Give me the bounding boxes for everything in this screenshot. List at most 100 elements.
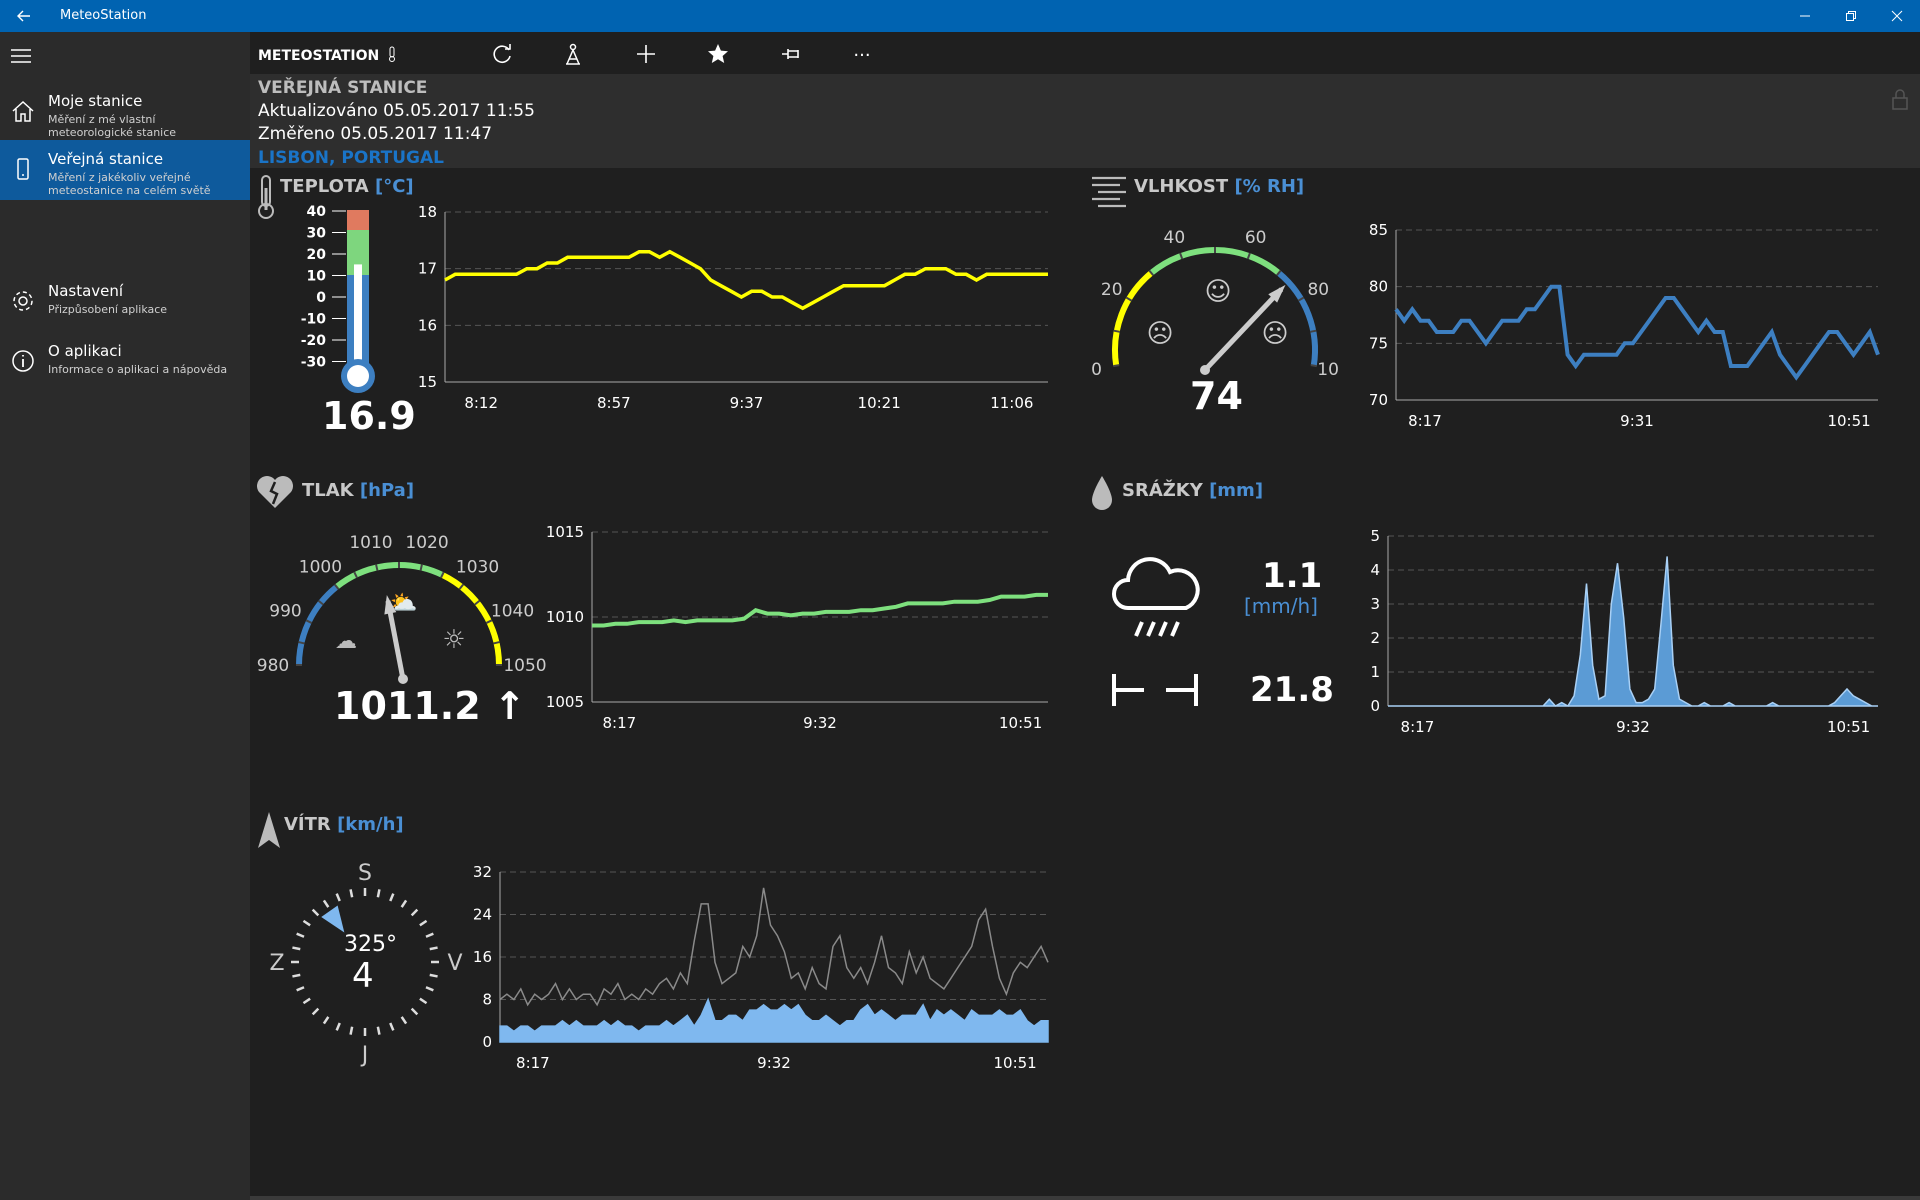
y-tick-label: 15 — [418, 373, 437, 391]
temperature-value: 16.9 — [322, 394, 416, 438]
gauge-label: 990 — [269, 601, 301, 621]
rain-rate-value: 1.1 — [1262, 556, 1323, 596]
x-tick-label: 10:51 — [999, 714, 1042, 732]
gauge-label: 1020 — [405, 533, 448, 553]
compass-tick — [311, 1007, 320, 1016]
y-tick-label: 1005 — [546, 693, 584, 711]
y-tick-label: 0 — [482, 1033, 492, 1051]
restore-button[interactable] — [1828, 0, 1874, 32]
station-button[interactable] — [557, 40, 589, 68]
x-tick-label: 9:32 — [757, 1054, 791, 1072]
gauge-needle — [1203, 287, 1284, 372]
series-line — [1394, 284, 1880, 381]
compass-tick — [410, 1007, 419, 1016]
gauge-label: 1030 — [456, 557, 499, 577]
gauge-tick — [1310, 364, 1317, 368]
compass-tick — [311, 908, 320, 917]
x-tick-label: 9:32 — [1616, 718, 1650, 736]
compass-tick — [429, 946, 438, 951]
gauge-tick — [1113, 329, 1120, 333]
back-arrow-icon[interactable] — [0, 0, 48, 32]
x-tick-label: 8:17 — [603, 714, 637, 732]
station-header: VEŘEJNÁ STANICE Aktualizováno 05.05.2017… — [250, 74, 1920, 168]
star-icon — [708, 44, 728, 63]
series-area — [1388, 556, 1878, 708]
x-tick-label: 10:51 — [1827, 412, 1870, 430]
gauge-tick — [1276, 269, 1282, 276]
gauge-tick — [493, 641, 500, 645]
temperature-unit: [°C] — [375, 176, 414, 197]
compass-tick — [400, 1016, 408, 1025]
rain-total-value: 21.8 — [1250, 670, 1334, 710]
pin-button[interactable] — [775, 40, 807, 68]
x-tick-label: 8:17 — [1401, 718, 1435, 736]
thermometer-mercury — [354, 264, 362, 370]
compass-tick — [400, 899, 408, 908]
lock-icon[interactable] — [1890, 88, 1910, 112]
x-tick-label: 10:21 — [858, 394, 901, 412]
x-tick-label: 11:06 — [990, 394, 1033, 412]
gauge-arc-mid — [1149, 247, 1281, 276]
gauge-arc-mid — [334, 562, 444, 590]
more-button[interactable]: ... — [853, 39, 871, 61]
y-tick-label: 85 — [1369, 221, 1388, 239]
humidity-gauge: 0 20 40 60 80 100 ☹ ☺ ☹ — [1091, 228, 1340, 380]
y-tick-label: 5 — [1370, 527, 1380, 545]
nav-item-label: O aplikaci — [48, 342, 122, 360]
gauge-needle-head — [384, 595, 397, 615]
sad-face-icon: ☹ — [1146, 319, 1173, 349]
nav-item-about[interactable]: O aplikaci Informace o aplikaci a nápově… — [0, 332, 250, 392]
station-location[interactable]: LISBON, PORTUGAL — [258, 148, 444, 168]
gauge-tick — [333, 583, 340, 590]
thermometer-scale-label: 0 — [316, 290, 326, 306]
thermometer-gauge: 40 30 20 10 0 -10 -20 -30 — [301, 204, 375, 393]
drop-icon — [1092, 476, 1112, 510]
gauge-tick — [1179, 252, 1184, 260]
compass-tick — [335, 893, 341, 902]
compass-tick — [410, 908, 419, 917]
nav-item-public-station[interactable]: Veřejná stanice Měření z jakékoliv veřej… — [0, 140, 250, 200]
wind-chart: 32 24 16 8 0 8:17 9:32 10:51 — [473, 863, 1049, 1072]
close-button[interactable] — [1874, 0, 1920, 32]
thermometer-icon — [258, 175, 274, 219]
hamburger-menu-icon[interactable] — [10, 46, 34, 68]
compass-tick — [376, 1026, 381, 1035]
thermometer-scale-label: -10 — [301, 312, 327, 328]
gauge-label: 80 — [1307, 280, 1329, 300]
add-button[interactable] — [630, 40, 662, 68]
favorite-button[interactable] — [702, 40, 734, 68]
thermometer-scale-label: 20 — [307, 247, 327, 263]
thermometer-small-icon — [389, 46, 396, 62]
series-line — [592, 592, 1048, 628]
pin-icon — [782, 49, 799, 59]
pressure-title-text: TLAK — [302, 480, 354, 501]
gauge-tick — [1246, 252, 1251, 260]
wind-direction-arrow — [321, 905, 345, 933]
compass-tick — [419, 919, 428, 927]
temperature-title-text: TEPLOTA — [280, 176, 369, 197]
compass-west-label: Z — [269, 951, 284, 976]
nav-item-label: Nastavení — [48, 282, 124, 300]
nav-item-description: Přizpůsobení aplikace — [48, 303, 168, 316]
app-title: METEOSTATION — [258, 46, 397, 64]
minimize-button[interactable] — [1782, 0, 1828, 32]
y-tick-label: 16 — [418, 316, 437, 334]
compass-tick — [302, 997, 311, 1005]
y-tick-label: 8 — [482, 991, 492, 1009]
nav-item-my-station[interactable]: Moje stanice Měření z mé vlastní meteoro… — [0, 82, 250, 142]
nav-item-description: Informace o aplikaci a nápověda — [48, 363, 228, 376]
humidity-unit: [% RH] — [1234, 176, 1305, 197]
gauge-label: 60 — [1245, 228, 1267, 248]
x-tick-label: 10:51 — [994, 1054, 1037, 1072]
x-tick-label: 8:57 — [597, 394, 631, 412]
plus-icon — [637, 45, 655, 63]
refresh-button[interactable] — [486, 40, 518, 68]
refresh-icon — [493, 44, 511, 63]
compass-tick — [349, 1026, 354, 1035]
x-tick-label: 9:37 — [730, 394, 764, 412]
y-tick-label: 18 — [418, 203, 437, 221]
nav-item-settings[interactable]: Nastavení Přizpůsobení aplikace — [0, 272, 250, 332]
humidity-value: 74 — [1190, 374, 1243, 418]
wind-arrow-icon — [258, 812, 280, 848]
gauge-label: 40 — [1164, 228, 1186, 248]
